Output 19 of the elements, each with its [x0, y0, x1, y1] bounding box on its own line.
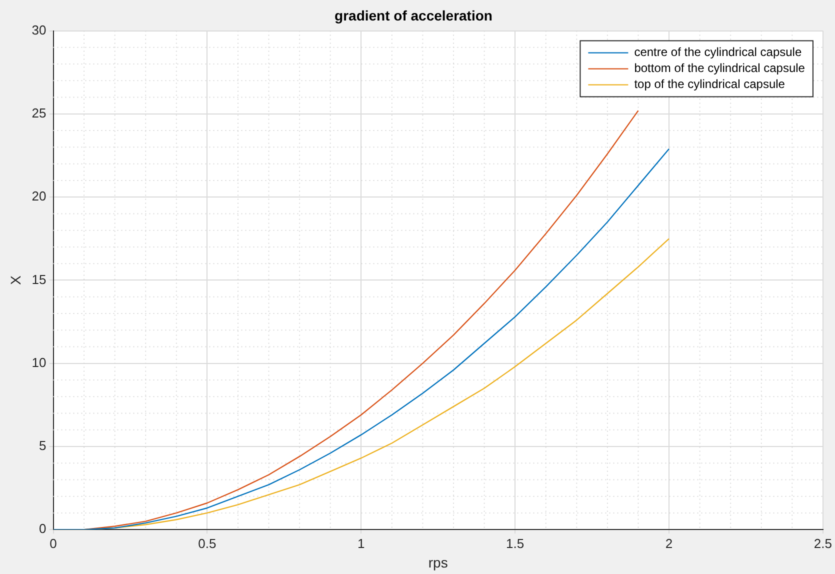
- legend-label: bottom of the cylindrical capsule: [634, 61, 806, 76]
- y-tick-label: 5: [39, 438, 46, 454]
- x-tick-label: 1: [358, 536, 365, 551]
- legend-label: top of the cylindrical capsule: [634, 77, 786, 92]
- y-tick-label: 15: [32, 272, 46, 287]
- y-tick-label: 10: [32, 354, 46, 370]
- y-tick-label: 30: [32, 22, 46, 38]
- x-tick-label: 0: [50, 536, 57, 551]
- x-axis-title: rps: [428, 554, 448, 570]
- legend-label: centre of the cylindrical capsule: [634, 45, 802, 60]
- chart-title: gradient of acceleration: [334, 7, 492, 24]
- x-tick-label: 1.5: [506, 536, 524, 551]
- y-tick-label: 0: [39, 521, 46, 536]
- y-tick-label: 25: [32, 106, 46, 121]
- y-axis-title: X: [7, 274, 24, 285]
- x-tick-label: 2: [665, 536, 673, 551]
- x-tick-label: 2.5: [814, 536, 832, 551]
- y-tick-label: 20: [32, 188, 46, 204]
- x-tick-label: 0.5: [198, 536, 216, 551]
